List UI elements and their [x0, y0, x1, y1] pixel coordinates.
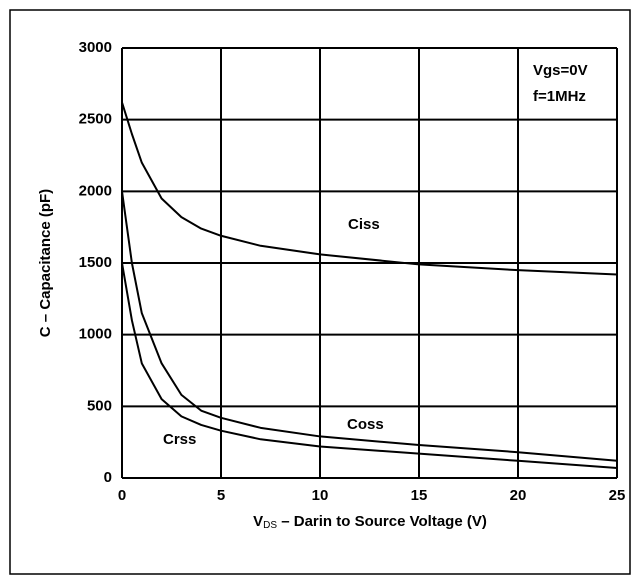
y-tick-label: 1500 — [79, 254, 112, 271]
x-label-symbol: V — [253, 513, 263, 530]
y-tick-label: 2000 — [79, 182, 112, 199]
y-tick-label: 0 — [104, 469, 112, 486]
y-tick-label: 500 — [87, 397, 112, 414]
x-label-text: – Darin to Source Voltage (V) — [277, 513, 487, 530]
x-label-subscript: DS — [263, 520, 277, 531]
y-axis-label: C – Capacitance (pF) — [37, 189, 54, 337]
annotation: f=1MHz — [533, 88, 586, 105]
y-tick-label: 2500 — [79, 111, 112, 128]
y-tick-label: 1000 — [79, 326, 112, 343]
series-label: Coss — [347, 416, 384, 433]
x-tick-label: 0 — [118, 487, 126, 504]
series-line — [121, 262, 618, 469]
series-label: Crss — [163, 431, 196, 448]
y-tick-label: 3000 — [79, 39, 112, 56]
series-line — [121, 102, 618, 276]
x-axis-label: VDS – Darin to Source Voltage (V) — [253, 513, 487, 531]
series-label: Ciss — [348, 216, 380, 233]
x-tick-label: 20 — [510, 487, 527, 504]
annotation: Vgs=0V — [533, 62, 588, 79]
x-tick-label: 5 — [217, 487, 225, 504]
x-tick-label: 15 — [411, 487, 428, 504]
x-tick-label: 10 — [312, 487, 329, 504]
series-line — [121, 191, 618, 462]
x-tick-label: 25 — [609, 487, 626, 504]
